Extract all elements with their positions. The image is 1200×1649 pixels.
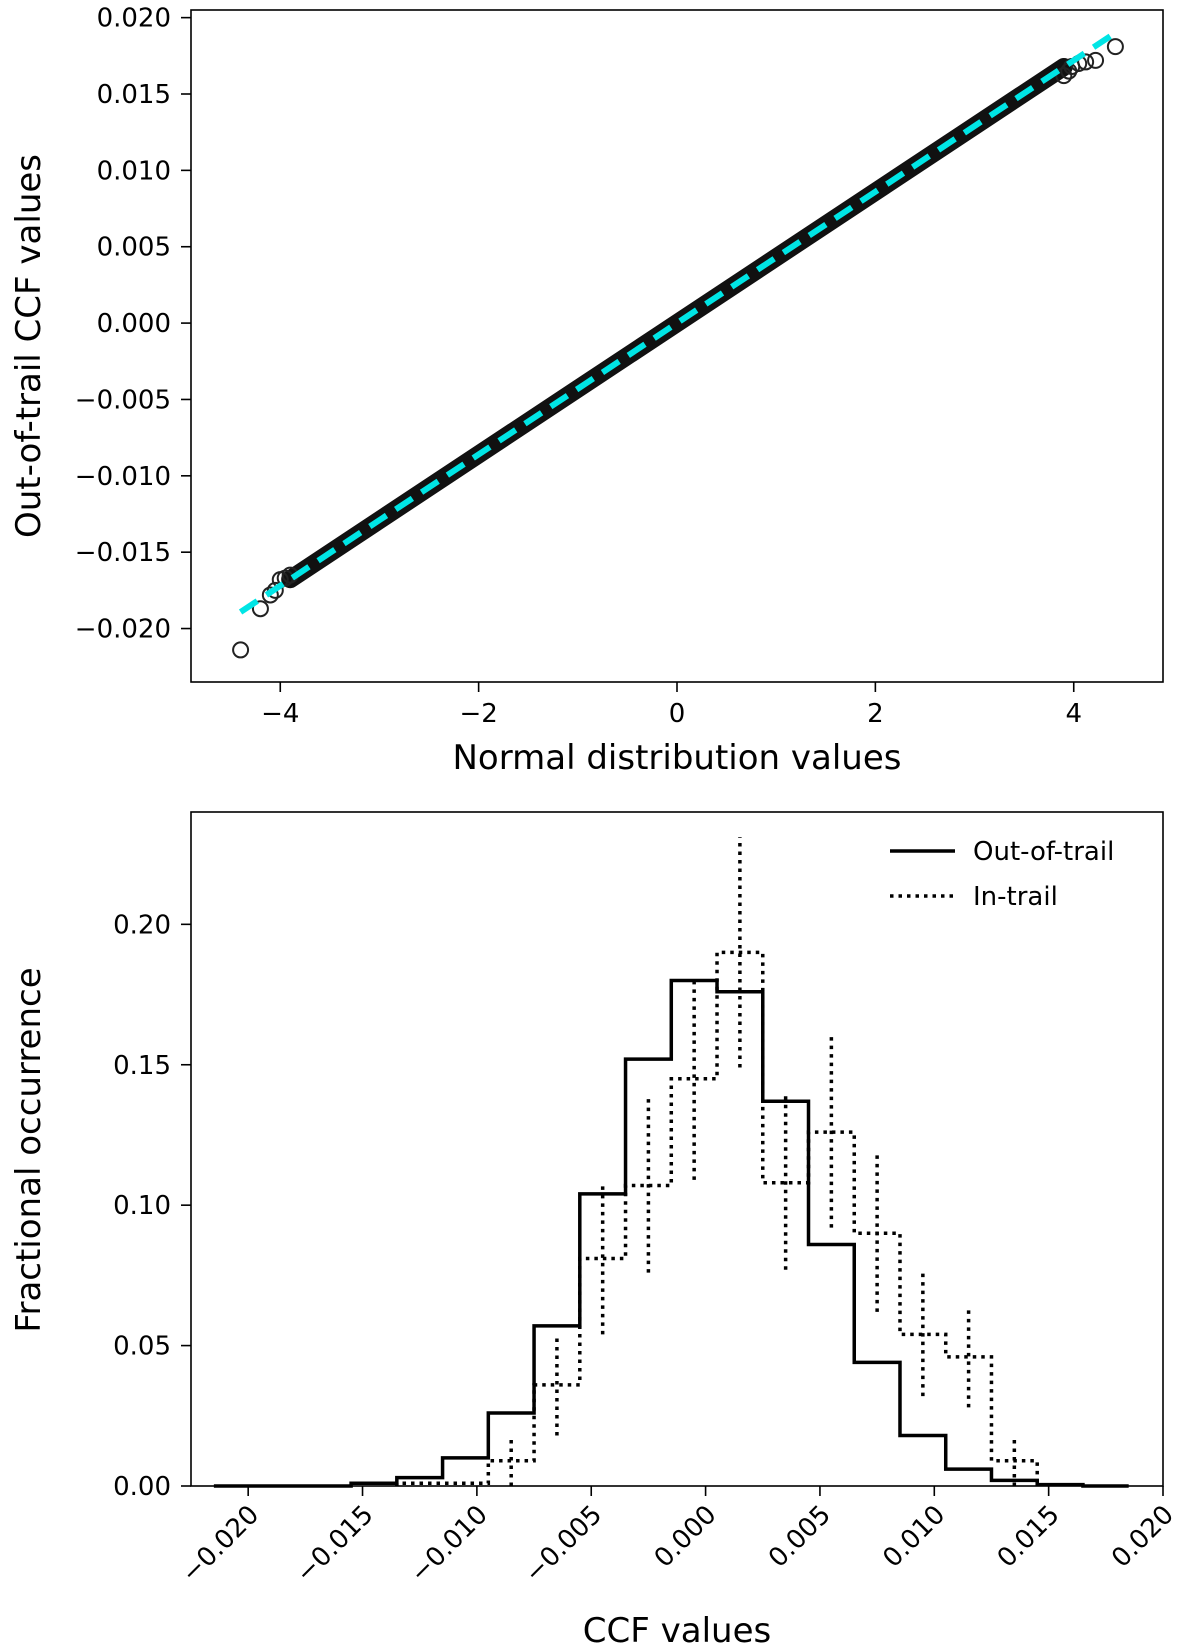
histogram-y-tick-label: 0.20 (113, 910, 171, 940)
qq-x-tick-label: −4 (261, 699, 299, 729)
histogram-y-tick-label: 0.15 (113, 1051, 171, 1081)
qq-outlier-point-1 (251, 600, 269, 618)
qq-y-tick-label: −0.020 (75, 615, 171, 645)
qq-y-tick-label: 0.005 (97, 233, 171, 263)
qq-y-tick-label: 0.020 (97, 4, 171, 34)
qq-x-tick-label: 2 (867, 699, 884, 729)
qq-outlier-point-3 (266, 581, 284, 599)
qq-y-tick-label: 0.000 (97, 309, 171, 339)
histogram-step-out-of-trail (213, 978, 1129, 1488)
histogram-x-tick-label: −0.015 (290, 1500, 379, 1589)
histogram-x-tick-label: 0.010 (877, 1500, 951, 1574)
histogram-y-tick-label: 0.00 (113, 1472, 171, 1502)
histogram-series (213, 950, 1129, 1488)
histogram-x-tick-label: 0.005 (763, 1500, 837, 1574)
histogram-error-bars (509, 837, 1017, 1486)
qq-x-tick-label: 4 (1065, 699, 1082, 729)
qq-y-ticks: −0.020 −0.015 −0.010 −0.005 0.000 0.005 0.010 0… (75, 4, 191, 645)
qq-plot-panel: −4 −2 0 2 4 −0.020 −0.015 −0.010 −0.005 0.000 0.0… (9, 4, 1164, 778)
qq-y-tick-label: −0.010 (75, 462, 171, 492)
histogram-panel: −0.020 −0.015 −0.010 −0.005 0.000 0.005 0.010 0… (9, 811, 1180, 1649)
qq-dense-points-band (281, 57, 1073, 589)
legend-out-of-trail-label: Out-of-trail (973, 837, 1114, 867)
qq-data-points (232, 31, 1124, 659)
qq-x-axis-label: Normal distribution values (453, 738, 902, 778)
qq-x-tick-label: −2 (459, 699, 497, 729)
qq-x-tick-label: 0 (669, 699, 686, 729)
qq-y-tick-label: 0.015 (97, 80, 171, 110)
legend: Out-of-trail In-trail (890, 837, 1114, 912)
qq-outlier-point-2 (261, 586, 279, 604)
histogram-x-ticks: −0.020 −0.015 −0.010 −0.005 0.000 0.005 0.010 0… (176, 1486, 1180, 1589)
histogram-x-tick-label: 0.015 (992, 1500, 1066, 1574)
qq-outlier-point-0 (232, 641, 250, 659)
histogram-y-tick-label: 0.05 (113, 1332, 171, 1362)
qq-y-tick-label: −0.005 (75, 385, 171, 415)
qq-y-tick-label: 0.010 (97, 156, 171, 186)
histogram-y-axis-label: Fractional occurrence (9, 967, 49, 1332)
qq-plot-frame (190, 9, 1164, 683)
qq-fit-line (238, 31, 1116, 615)
histogram-x-tick-label: −0.020 (176, 1500, 265, 1589)
histogram-step-in-trail (395, 950, 1039, 1486)
qq-x-ticks: −4 −2 0 2 4 (261, 682, 1082, 729)
qq-y-axis-label: Out-of-trail CCF values (9, 154, 49, 538)
qq-outlier-point-12 (1087, 51, 1105, 69)
qq-y-tick-label: −0.015 (75, 538, 171, 568)
histogram-y-ticks: 0.00 0.05 0.10 0.15 0.20 (113, 910, 191, 1502)
histogram-x-tick-label: 0.000 (649, 1500, 723, 1574)
legend-in-trail-label: In-trail (973, 882, 1058, 912)
histogram-x-tick-label: 0.020 (1106, 1500, 1180, 1574)
qq-outlier-point-13 (1106, 38, 1124, 56)
histogram-x-tick-label: −0.005 (519, 1500, 608, 1589)
qq-outlier-point-11 (1077, 53, 1095, 71)
histogram-frame (190, 811, 1164, 1487)
histogram-y-tick-label: 0.10 (113, 1191, 171, 1221)
histogram-x-tick-label: −0.010 (405, 1500, 494, 1589)
histogram-x-axis-label: CCF values (583, 1611, 771, 1649)
